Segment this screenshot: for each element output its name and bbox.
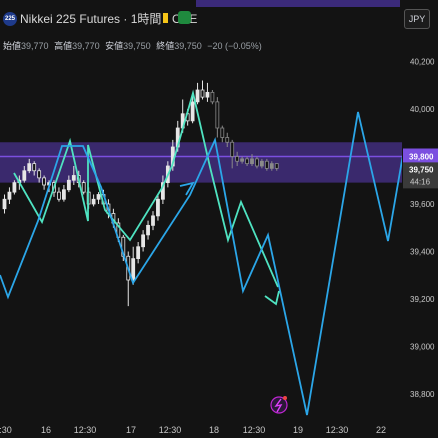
countdown-label: 44:16 — [410, 177, 431, 186]
candle-body — [190, 101, 195, 122]
candle-body — [32, 163, 37, 172]
close-value: 39,750 — [174, 41, 202, 51]
price-tick-label: 40,200 — [410, 58, 435, 67]
ohlc-legend: 始値39,770 高値39,770 安値39,750 終値39,750 −20 … — [3, 39, 262, 52]
candle-body — [42, 177, 46, 186]
open-label: 始値 — [3, 41, 22, 51]
candle-body — [240, 158, 245, 162]
price-tick-label: 39,600 — [410, 200, 435, 209]
candle-body — [205, 91, 210, 98]
time-tick-label: 12:30 — [74, 425, 97, 435]
price-tick-label: 39,000 — [410, 343, 435, 352]
last-price-box — [403, 162, 438, 189]
wave-line-blue — [0, 111, 406, 416]
candle-body — [57, 191, 61, 200]
candle-body — [22, 170, 27, 181]
chart-header: 225 Nikkei 225 Futures · 1時間 · OSE 始値39,… — [0, 0, 400, 60]
candle-body — [220, 127, 225, 138]
price-axis-bg — [402, 0, 438, 438]
arrow-head-teal — [264, 290, 280, 306]
top-banner — [196, 0, 400, 7]
candle-body — [210, 91, 215, 103]
low-label: 安値 — [105, 41, 124, 51]
candle-body — [27, 163, 32, 172]
price-tick-label: 40,000 — [410, 105, 435, 114]
current-price-box — [403, 148, 438, 163]
candle-body — [12, 182, 17, 193]
time-tick-label: 12:30 — [159, 425, 182, 435]
flag-icon[interactable] — [163, 13, 168, 23]
candle-body — [274, 163, 279, 169]
candle-body — [146, 224, 150, 236]
low-value: 39,750 — [123, 41, 151, 51]
candle-body — [250, 158, 254, 165]
price-tick-label: 39,400 — [410, 248, 435, 257]
candle-body — [91, 198, 96, 205]
candle-body — [264, 160, 269, 169]
high-value: 39,770 — [72, 41, 100, 51]
current-price-label: 39,800 — [409, 153, 434, 162]
lightning-icon-glyph — [274, 398, 283, 413]
candle-body — [136, 246, 141, 260]
candle-body — [2, 198, 7, 210]
alert-dot — [283, 396, 287, 400]
time-tick-label: 19 — [293, 425, 303, 435]
wave-line-teal — [13, 89, 279, 288]
status-icon[interactable] — [178, 11, 191, 24]
arrow-head-blue — [179, 181, 195, 196]
time-tick-label: 12:30 — [326, 425, 349, 435]
currency-button[interactable]: JPY — [404, 9, 430, 29]
candle-body — [62, 189, 66, 200]
close-label: 終値 — [156, 41, 175, 51]
candle-body — [200, 89, 205, 98]
candle-body — [141, 234, 146, 248]
candle-body — [225, 137, 230, 143]
candle-body — [230, 141, 235, 157]
candle-body — [71, 175, 76, 181]
time-tick-label: 22 — [376, 425, 386, 435]
open-value: 39,770 — [21, 41, 49, 51]
candle-body — [81, 182, 86, 193]
time-tick-label: 16 — [41, 425, 51, 435]
price-zone — [0, 142, 402, 183]
candle-body — [151, 215, 155, 226]
candle-body — [96, 194, 101, 200]
candle-body — [37, 170, 42, 179]
price-tick-label: 38,800 — [410, 390, 435, 399]
time-tick-label: 2:30 — [0, 425, 12, 435]
candle-body — [255, 158, 259, 167]
candle-body — [259, 160, 264, 167]
candle-body — [245, 158, 249, 165]
candle-body — [7, 191, 12, 200]
candle-body — [131, 258, 136, 281]
time-tick-label: 17 — [126, 425, 136, 435]
candle-body — [195, 89, 200, 103]
candle-body — [156, 198, 160, 217]
candle-body — [215, 101, 220, 129]
last-price-label: 39,750 — [409, 165, 434, 174]
candle-body — [160, 182, 165, 200]
symbol-title[interactable]: Nikkei 225 Futures · 1時間 · OSE — [20, 12, 198, 26]
time-tick-label: 18 — [209, 425, 219, 435]
candle-body — [66, 179, 71, 191]
high-label: 高値 — [54, 41, 73, 51]
candle-body — [235, 156, 240, 162]
time-tick-label: 12:30 — [243, 425, 266, 435]
price-tick-label: 39,200 — [410, 295, 435, 304]
candle-body — [269, 163, 274, 169]
symbol-logo: 225 — [3, 12, 17, 26]
change-value: −20 (−0.05%) — [207, 41, 262, 51]
